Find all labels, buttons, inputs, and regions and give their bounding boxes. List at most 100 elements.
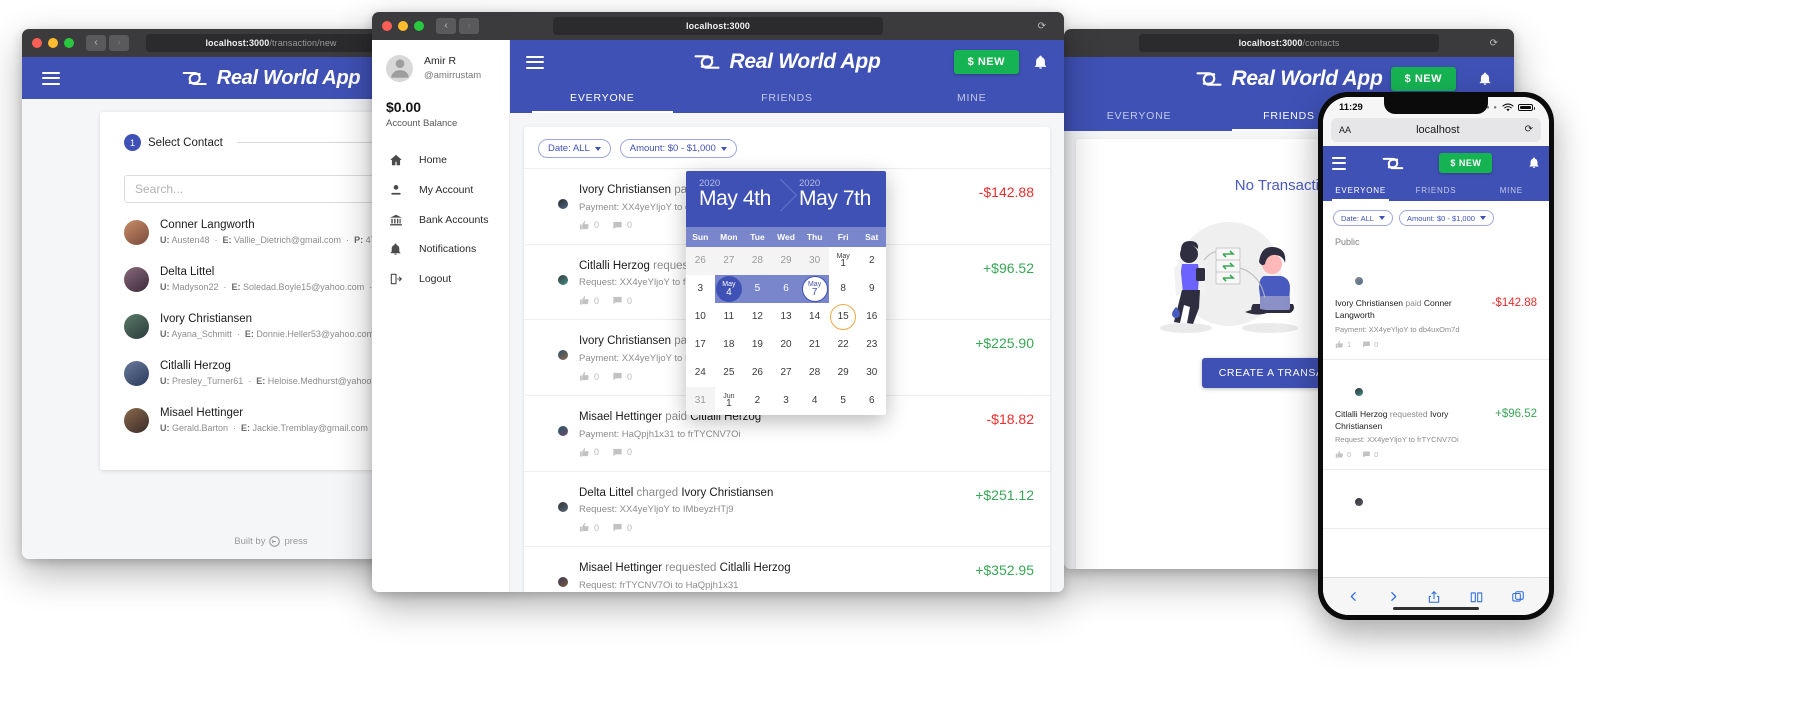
- comment-button[interactable]: 0: [1362, 450, 1378, 459]
- like-button[interactable]: 0: [579, 447, 599, 458]
- calendar-day-16[interactable]: 16: [866, 310, 878, 322]
- back-button[interactable]: ‹: [86, 35, 106, 51]
- calendar-grid[interactable]: 26 27 28 29 30 May 1 2 3 May 4 5 6 May 7 8 9 10 11 12 13 14 15…: [686, 247, 886, 415]
- calendar-day-28[interactable]: 28: [743, 247, 772, 275]
- calendar-day-30[interactable]: 30: [800, 247, 829, 275]
- new-transaction-button[interactable]: $ NEW: [953, 50, 1019, 74]
- calendar-day-8[interactable]: 8: [840, 282, 846, 294]
- calendar-day-2[interactable]: 2: [868, 254, 875, 266]
- chevron-left-icon[interactable]: [1347, 590, 1360, 603]
- tab-friends[interactable]: FRIENDS: [1214, 101, 1364, 131]
- calendar-day-18[interactable]: 18: [723, 338, 735, 350]
- feed-scroll-area[interactable]: Date: ALL Amount: $0 - $1,000 Ivory Chri…: [510, 113, 1064, 592]
- calendar-day-20[interactable]: 20: [780, 338, 792, 350]
- calendar-day-25[interactable]: 25: [723, 366, 735, 378]
- contact-list-item[interactable]: Citlalli Herzog U: Presley_Turner61 · E: …: [100, 350, 520, 397]
- drawer-item-my-account[interactable]: My Account: [372, 175, 509, 205]
- comment-button[interactable]: 0: [612, 371, 632, 382]
- tab-mine[interactable]: MINE: [956, 92, 987, 104]
- range-start[interactable]: 2020 May 4th: [686, 171, 786, 227]
- forward-button[interactable]: ›: [109, 35, 129, 51]
- calendar-day-6[interactable]: 6: [771, 275, 801, 303]
- calendar-day-6[interactable]: 6: [868, 394, 875, 406]
- drawer-item-logout[interactable]: Logout: [372, 264, 509, 294]
- bell-icon[interactable]: [1528, 157, 1540, 169]
- hamburger-menu-icon[interactable]: [42, 68, 60, 88]
- bell-icon[interactable]: [1478, 72, 1492, 86]
- new-transaction-button[interactable]: $ NEW: [1390, 67, 1456, 91]
- calendar-day-15[interactable]: 15: [829, 303, 858, 331]
- date-filter-pill[interactable]: Date: ALL: [538, 139, 611, 158]
- comment-button[interactable]: 0: [612, 522, 632, 533]
- calendar-day-1[interactable]: May 1: [836, 252, 850, 269]
- drawer-item-notifications[interactable]: Notifications: [372, 235, 509, 264]
- safari-address-bar[interactable]: AA localhost ⟳: [1323, 117, 1549, 146]
- tabs-icon[interactable]: [1511, 590, 1525, 604]
- tab-everyone[interactable]: EVERYONE: [1106, 110, 1172, 122]
- calendar-day-28[interactable]: 28: [809, 366, 821, 378]
- share-icon[interactable]: [1427, 590, 1441, 604]
- calendar-day-24[interactable]: 24: [694, 366, 706, 378]
- like-button[interactable]: 0: [579, 295, 599, 306]
- tab-mine[interactable]: MINE: [1499, 186, 1523, 195]
- like-button[interactable]: 0: [579, 220, 599, 231]
- calendar-day-27[interactable]: 27: [714, 247, 744, 275]
- calendar-day-13[interactable]: 13: [780, 310, 792, 322]
- text-size-icon[interactable]: AA: [1339, 124, 1352, 135]
- calendar-day-3[interactable]: 3: [783, 394, 789, 406]
- window-titlebar[interactable]: localhost:3000/contacts ⟳ +: [1064, 29, 1514, 57]
- forward-button[interactable]: ›: [459, 18, 479, 34]
- reload-icon[interactable]: ⟳: [1524, 124, 1533, 135]
- hamburger-menu-icon[interactable]: [1332, 153, 1346, 173]
- window-titlebar[interactable]: ‹ › localhost:3000 ⟳: [372, 12, 1064, 40]
- hamburger-menu-icon[interactable]: [526, 52, 544, 72]
- date-filter-pill[interactable]: Date: ALL: [1333, 210, 1393, 226]
- like-button[interactable]: 1: [1335, 340, 1351, 349]
- transaction-row[interactable]: Citlalli Herzog requested Ivory Christia…: [1323, 360, 1549, 471]
- tab-everyone[interactable]: EVERYONE: [1323, 180, 1398, 201]
- calendar-day-3[interactable]: 3: [697, 282, 704, 294]
- back-button[interactable]: ‹: [436, 18, 456, 34]
- minimize-window-button[interactable]: [48, 38, 58, 48]
- drawer-item-bank-accounts[interactable]: Bank Accounts: [372, 205, 509, 235]
- like-button[interactable]: 0: [1335, 450, 1351, 459]
- calendar-day-10[interactable]: 10: [694, 310, 706, 322]
- like-button[interactable]: 0: [579, 522, 599, 533]
- address-bar[interactable]: localhost:3000/transaction/new: [146, 34, 396, 52]
- tab-friends[interactable]: FRIENDS: [1415, 186, 1457, 195]
- like-button[interactable]: 0: [579, 371, 599, 382]
- transaction-row[interactable]: Misael Hettinger requested Citlalli Herz…: [524, 546, 1050, 592]
- transaction-row[interactable]: Ivory Christiansen paid Conner Langworth…: [1323, 249, 1549, 360]
- address-bar[interactable]: localhost:3000/contacts: [1139, 34, 1439, 52]
- range-end[interactable]: 2020 May 7th: [786, 171, 886, 227]
- calendar-day-19[interactable]: 19: [751, 338, 763, 350]
- calendar-day-7[interactable]: May 7: [800, 275, 829, 303]
- window-traffic-lights[interactable]: [382, 21, 424, 31]
- calendar-day-4[interactable]: May 4: [714, 275, 744, 303]
- browser-nav-buttons[interactable]: ‹ ›: [436, 18, 479, 34]
- date-range-picker[interactable]: 2020 May 4th 2020 May 7th Sun Mon Tue Wed Th…: [686, 171, 886, 415]
- comment-button[interactable]: 0: [1362, 340, 1378, 349]
- safari-url-field[interactable]: AA localhost ⟳: [1331, 117, 1541, 142]
- comment-button[interactable]: 0: [612, 295, 632, 306]
- transaction-row[interactable]: [1323, 470, 1549, 530]
- comment-button[interactable]: 0: [612, 447, 632, 458]
- drawer-item-home[interactable]: Home: [372, 145, 509, 175]
- calendar-day-4[interactable]: 4: [811, 394, 818, 406]
- chevron-right-icon[interactable]: [1387, 590, 1400, 603]
- transaction-row[interactable]: Delta Littel charged Ivory Christiansen R…: [524, 470, 1050, 547]
- calendar-day-29[interactable]: 29: [771, 247, 801, 275]
- browser-window-main[interactable]: ‹ › localhost:3000 ⟳ Amir R @amirrustam: [372, 12, 1064, 592]
- reload-icon[interactable]: ⟳: [1489, 38, 1498, 49]
- phone-feed[interactable]: Date: ALL Amount: $0 - $1,000 Public Ivo…: [1323, 201, 1549, 577]
- calendar-day-14[interactable]: 14: [809, 310, 821, 322]
- calendar-day-31[interactable]: 31: [686, 387, 715, 415]
- calendar-day-11[interactable]: 11: [723, 310, 735, 322]
- close-window-button[interactable]: [382, 21, 392, 31]
- calendar-day-22[interactable]: 22: [837, 338, 849, 350]
- calendar-day-23[interactable]: 23: [866, 338, 878, 350]
